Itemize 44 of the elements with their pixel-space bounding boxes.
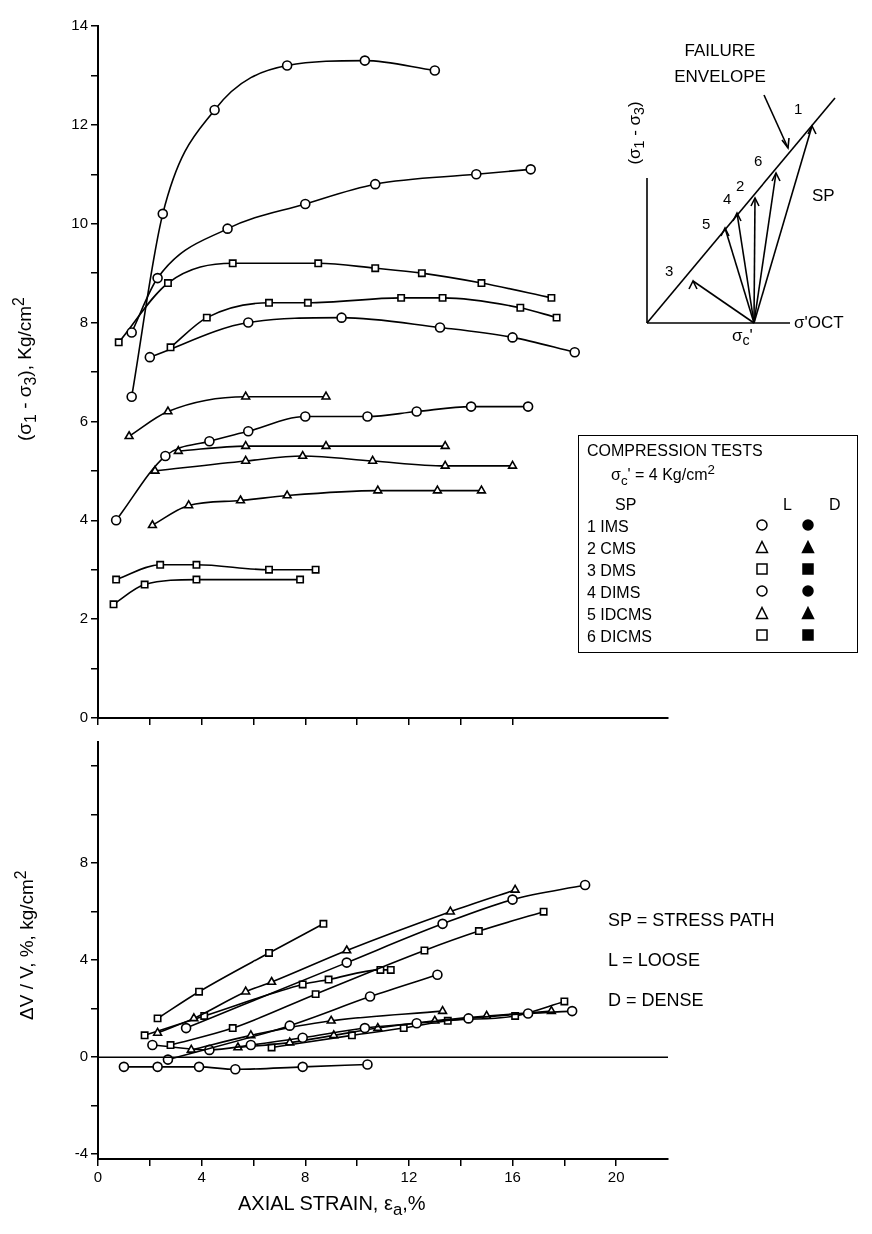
y-tick-label: 2 (79, 609, 88, 627)
x-axis-title: AXIAL STRAIN, ε$_{a}$,% (237, 1192, 427, 1220)
text: 5 (702, 215, 711, 232)
y-tick-label: 12 (71, 115, 88, 132)
text: D (829, 495, 841, 514)
x-tick-label: 12 (400, 1168, 418, 1186)
text: FAILURE ENVELOPE (673, 40, 767, 88)
annotation: L = LOOSE (608, 950, 700, 971)
text: 2 (736, 177, 745, 194)
text: 6 (754, 152, 763, 169)
text: σ$_{c}$' = 4 Kg/cm (611, 466, 708, 488)
annotation: 3 DMS (587, 561, 637, 580)
annotation: 6 DICMS (587, 627, 653, 646)
x-tick-label: 20 (607, 1168, 625, 1186)
annotation: 4 DIMS (587, 583, 642, 602)
text: σ$_{c}$' (732, 326, 753, 349)
annotation: SP = STRESS PATH (608, 910, 775, 931)
annotation: COMPRESSION TESTS (587, 442, 764, 460)
y-tick-label: 0 (79, 1047, 88, 1065)
y-tick-label: 14 (71, 16, 88, 34)
text: 1 (794, 100, 803, 117)
y-tick-label: 10 (71, 213, 88, 231)
y-tick-label: 4 (79, 950, 88, 968)
x-tick-label: 16 (504, 1168, 521, 1186)
y-tick-label: 6 (79, 411, 88, 429)
y-tick-label: 0 (79, 708, 88, 726)
text: 4 (723, 190, 732, 207)
x-tick-label: 4 (197, 1168, 206, 1186)
text: L (783, 495, 793, 514)
x-tick-label: 8 (301, 1168, 310, 1186)
text: 2 (707, 462, 715, 477)
y-tick-label: -4 (74, 1144, 88, 1162)
annotation: SP (614, 495, 638, 514)
annotation: 2 CMS (587, 539, 637, 558)
annotation: 1 IMS (587, 517, 630, 536)
text: σ'OCT (794, 313, 844, 333)
y-tick-label: 8 (79, 312, 88, 330)
annotation: 3 (665, 262, 674, 279)
annotation: 5 IDCMS (587, 605, 653, 624)
annotation: D = DENSE (608, 990, 704, 1011)
y-tick-label: 8 (79, 853, 88, 871)
x-tick-label: 0 (93, 1168, 103, 1186)
y-tick-label: 4 (79, 510, 88, 528)
text: SP (812, 186, 835, 206)
